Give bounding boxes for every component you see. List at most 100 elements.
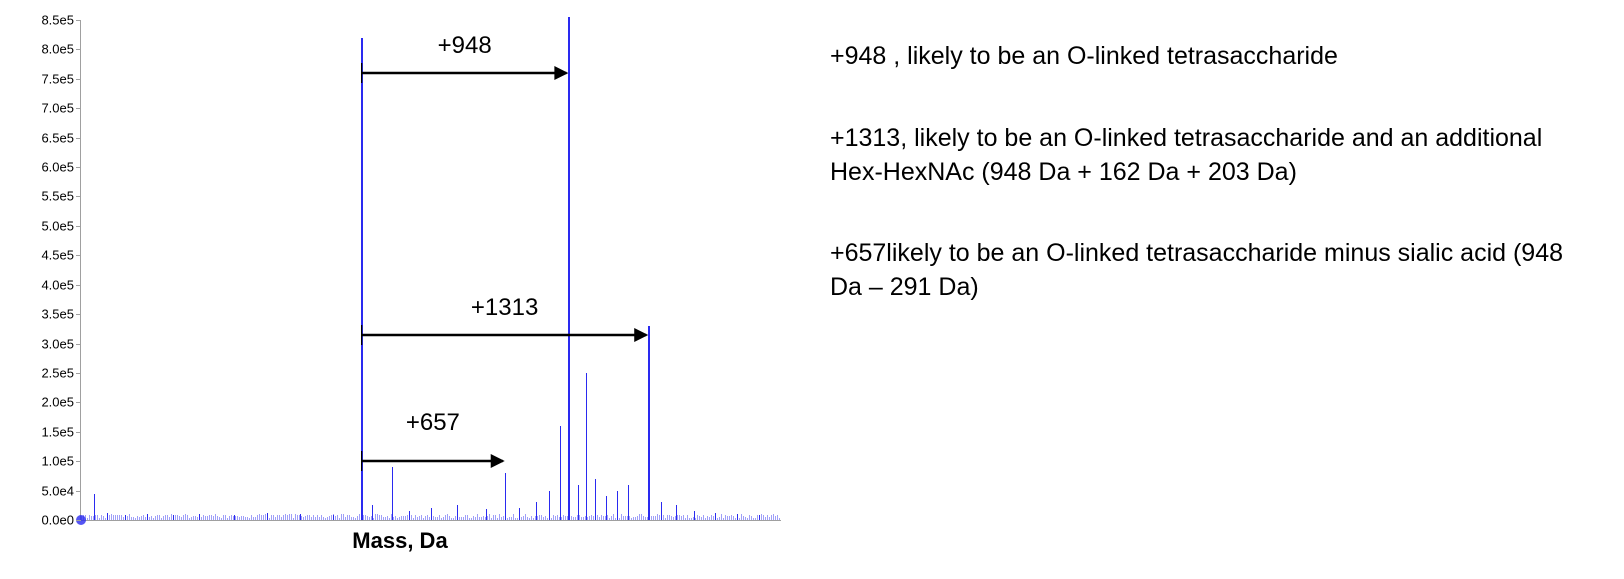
noise bbox=[523, 516, 524, 520]
noise bbox=[625, 516, 626, 520]
noise bbox=[719, 517, 720, 520]
noise bbox=[539, 515, 540, 520]
noise bbox=[717, 518, 718, 520]
noise bbox=[263, 515, 264, 520]
noise bbox=[157, 515, 158, 520]
noise bbox=[255, 517, 256, 520]
mass-delta-label: +657 bbox=[406, 409, 460, 437]
noise bbox=[103, 516, 104, 520]
noise bbox=[241, 516, 242, 520]
spectrum-peak bbox=[536, 502, 537, 520]
noise bbox=[129, 514, 130, 520]
spectrum-peak bbox=[300, 514, 301, 520]
spectrum-peak bbox=[694, 511, 695, 520]
noise bbox=[343, 514, 344, 520]
noise bbox=[307, 515, 308, 520]
y-tick bbox=[76, 79, 81, 80]
y-tick-label: 2.0e5 bbox=[14, 395, 74, 410]
y-tick-label: 1.0e5 bbox=[14, 454, 74, 469]
noise bbox=[141, 516, 142, 520]
noise bbox=[83, 515, 84, 520]
mass-delta-label: +948 bbox=[438, 32, 492, 60]
noise bbox=[139, 517, 140, 520]
noise bbox=[643, 516, 644, 520]
noise bbox=[311, 517, 312, 520]
noise bbox=[761, 514, 762, 520]
noise bbox=[349, 515, 350, 520]
noise bbox=[109, 515, 110, 520]
noise bbox=[695, 518, 696, 520]
noise bbox=[597, 515, 598, 520]
noise bbox=[705, 518, 706, 520]
noise bbox=[589, 516, 590, 520]
noise bbox=[251, 515, 252, 520]
noise bbox=[639, 514, 640, 520]
noise bbox=[363, 515, 364, 520]
spectrum-peak bbox=[505, 473, 506, 520]
noise bbox=[401, 516, 402, 520]
noise bbox=[189, 518, 190, 520]
noise bbox=[223, 515, 224, 520]
y-tick bbox=[76, 491, 81, 492]
noise bbox=[323, 517, 324, 520]
spectrum-peak bbox=[173, 515, 174, 520]
noise bbox=[209, 515, 210, 520]
noise bbox=[313, 515, 314, 520]
spectrum-peak bbox=[586, 373, 587, 520]
noise bbox=[121, 515, 122, 520]
noise bbox=[181, 517, 182, 520]
y-tick-label: 5.0e4 bbox=[14, 483, 74, 498]
noise bbox=[621, 514, 622, 520]
noise bbox=[727, 516, 728, 520]
noise bbox=[455, 516, 456, 520]
noise bbox=[489, 514, 490, 520]
noise bbox=[435, 517, 436, 520]
noise bbox=[563, 515, 564, 520]
noise bbox=[257, 515, 258, 520]
noise bbox=[725, 515, 726, 520]
noise bbox=[601, 515, 602, 520]
noise bbox=[329, 516, 330, 520]
noise bbox=[613, 514, 614, 520]
noise bbox=[369, 517, 370, 520]
noise bbox=[335, 516, 336, 520]
spectrum-peak bbox=[94, 494, 95, 520]
noise bbox=[655, 516, 656, 520]
noise bbox=[751, 516, 752, 520]
noise bbox=[319, 517, 320, 520]
noise bbox=[385, 517, 386, 520]
noise bbox=[405, 516, 406, 520]
y-tick bbox=[76, 255, 81, 256]
noise bbox=[271, 515, 272, 520]
y-tick-label: 6.5e5 bbox=[14, 130, 74, 145]
noise bbox=[741, 514, 742, 520]
noise bbox=[213, 516, 214, 520]
spectrum-peak bbox=[519, 508, 520, 520]
noise bbox=[279, 515, 280, 520]
y-tick-label: 4.0e5 bbox=[14, 277, 74, 292]
noise bbox=[91, 516, 92, 520]
noise bbox=[127, 516, 128, 520]
noise bbox=[165, 515, 166, 520]
spectrum-peak bbox=[628, 485, 629, 520]
noise bbox=[351, 517, 352, 520]
noise bbox=[669, 515, 670, 520]
y-tick-label: 5.0e5 bbox=[14, 218, 74, 233]
y-tick-label: 8.5e5 bbox=[14, 13, 74, 28]
noise bbox=[483, 516, 484, 521]
y-tick-label: 7.0e5 bbox=[14, 101, 74, 116]
noise bbox=[277, 515, 278, 520]
noise bbox=[425, 516, 426, 520]
noise bbox=[377, 514, 378, 520]
noise bbox=[739, 518, 740, 520]
y-tick bbox=[76, 344, 81, 345]
spectrum-peak bbox=[234, 515, 235, 520]
noise bbox=[245, 517, 246, 520]
noise bbox=[225, 515, 226, 520]
y-tick bbox=[76, 373, 81, 374]
mass-delta-arrow bbox=[361, 449, 505, 473]
noise bbox=[667, 515, 668, 520]
noise bbox=[543, 517, 544, 520]
noise bbox=[303, 517, 304, 520]
noise bbox=[105, 518, 106, 520]
